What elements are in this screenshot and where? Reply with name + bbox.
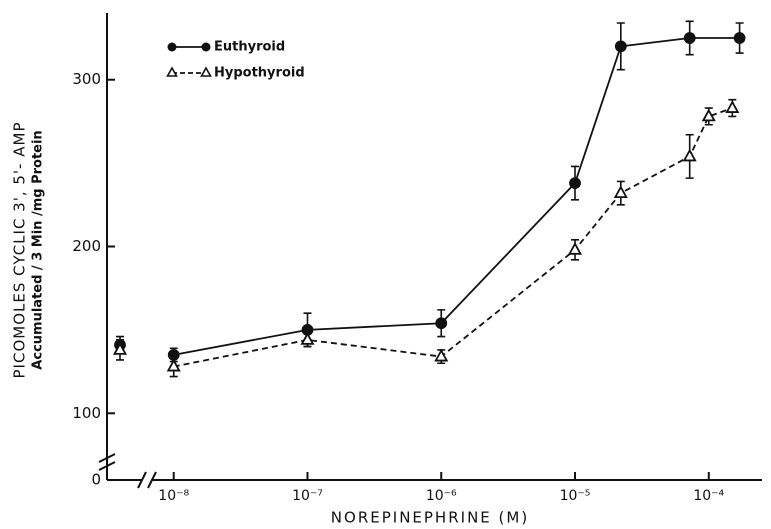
legend-marker — [166, 66, 178, 77]
legend-label: Euthyroid — [214, 40, 285, 55]
marker — [725, 100, 740, 113]
x-tick-label: 10⁻⁷ — [292, 488, 323, 504]
y-axis-title-line: Accumulated / 3 Min /mg Protein — [31, 130, 46, 369]
y-tick-label: 100 — [72, 404, 101, 422]
marker — [569, 177, 581, 190]
marker — [701, 108, 716, 122]
legend-marker — [167, 42, 177, 52]
marker — [166, 358, 181, 372]
legend-marker — [200, 66, 212, 77]
x-axis-title: NOREPINEPHRINE (M) — [331, 509, 529, 527]
x-tick-label: 10⁻⁶ — [426, 488, 457, 504]
marker — [683, 32, 696, 44]
marker — [300, 332, 315, 345]
marker — [733, 32, 746, 44]
x-tick-label: 10⁻⁵ — [560, 488, 591, 504]
axis-break — [137, 471, 157, 489]
legend-marker — [201, 42, 211, 52]
y-tick-label: 0 — [91, 471, 101, 489]
axis-break — [98, 453, 116, 471]
y-axis-title-line: PICOMOLES CYCLIC 3', 5'- AMP — [11, 122, 29, 379]
y-axis-title: PICOMOLES CYCLIC 3', 5'- AMP Accumulated… — [11, 122, 46, 379]
series-line — [173, 37, 740, 356]
marker — [614, 40, 627, 53]
marker — [112, 342, 128, 355]
legend-label: Hypothyroid — [214, 66, 305, 81]
marker — [435, 317, 448, 330]
marker — [613, 185, 628, 199]
x-tick-label: 10⁻⁴ — [693, 488, 724, 504]
marker — [682, 148, 697, 162]
y-tick-label: 200 — [72, 237, 101, 255]
x-tick-label: 10⁻⁸ — [158, 488, 189, 504]
y-tick-label: 300 — [72, 70, 101, 88]
series-line — [173, 107, 733, 368]
marker — [567, 241, 583, 255]
marker — [434, 348, 449, 362]
